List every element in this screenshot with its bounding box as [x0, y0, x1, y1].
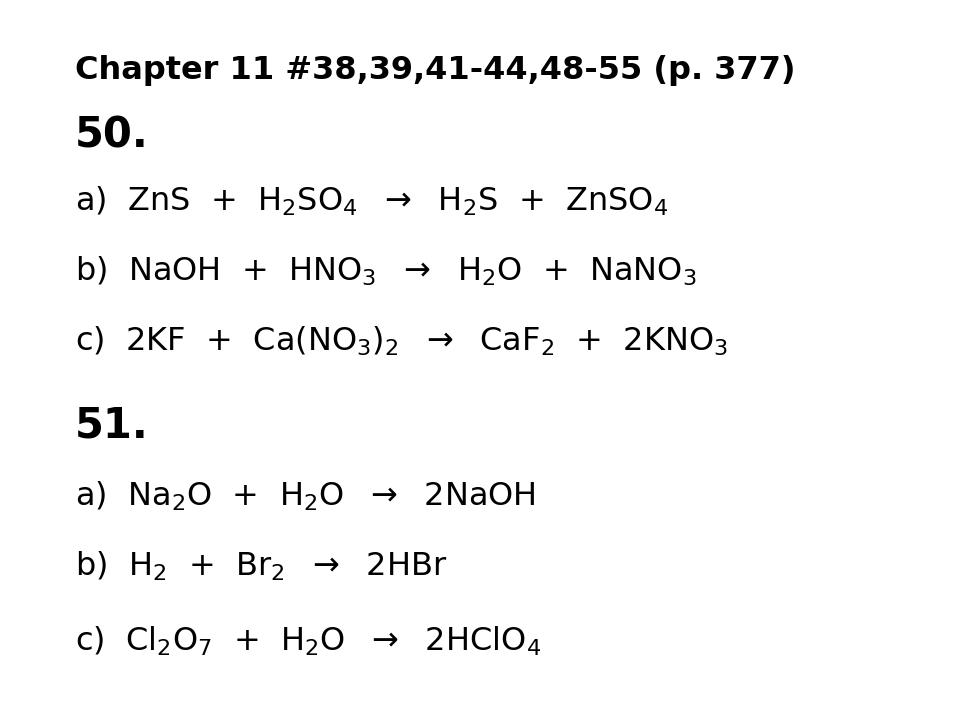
- Text: a)  ZnS  +  H$_2$SO$_4$  $\rightarrow$  H$_2$S  +  ZnSO$_4$: a) ZnS + H$_2$SO$_4$ $\rightarrow$ H$_2$…: [75, 185, 668, 218]
- Text: a)  Na$_2$O  +  H$_2$O  $\rightarrow$  2NaOH: a) Na$_2$O + H$_2$O $\rightarrow$ 2NaOH: [75, 480, 536, 513]
- Text: c)  2KF  +  Ca(NO$_3$)$_2$  $\rightarrow$  CaF$_2$  +  2KNO$_3$: c) 2KF + Ca(NO$_3$)$_2$ $\rightarrow$ Ca…: [75, 325, 728, 359]
- Text: c)  Cl$_2$O$_7$  +  H$_2$O  $\rightarrow$  2HClO$_4$: c) Cl$_2$O$_7$ + H$_2$O $\rightarrow$ 2H…: [75, 625, 541, 658]
- Text: 51.: 51.: [75, 405, 149, 447]
- Text: b)  H$_2$  +  Br$_2$  $\rightarrow$  2HBr: b) H$_2$ + Br$_2$ $\rightarrow$ 2HBr: [75, 550, 447, 583]
- Text: Chapter 11 #38,39,41-44,48-55 (p. 377): Chapter 11 #38,39,41-44,48-55 (p. 377): [75, 55, 796, 86]
- Text: b)  NaOH  +  HNO$_3$  $\rightarrow$  H$_2$O  +  NaNO$_3$: b) NaOH + HNO$_3$ $\rightarrow$ H$_2$O +…: [75, 255, 697, 289]
- Text: 50.: 50.: [75, 115, 149, 157]
